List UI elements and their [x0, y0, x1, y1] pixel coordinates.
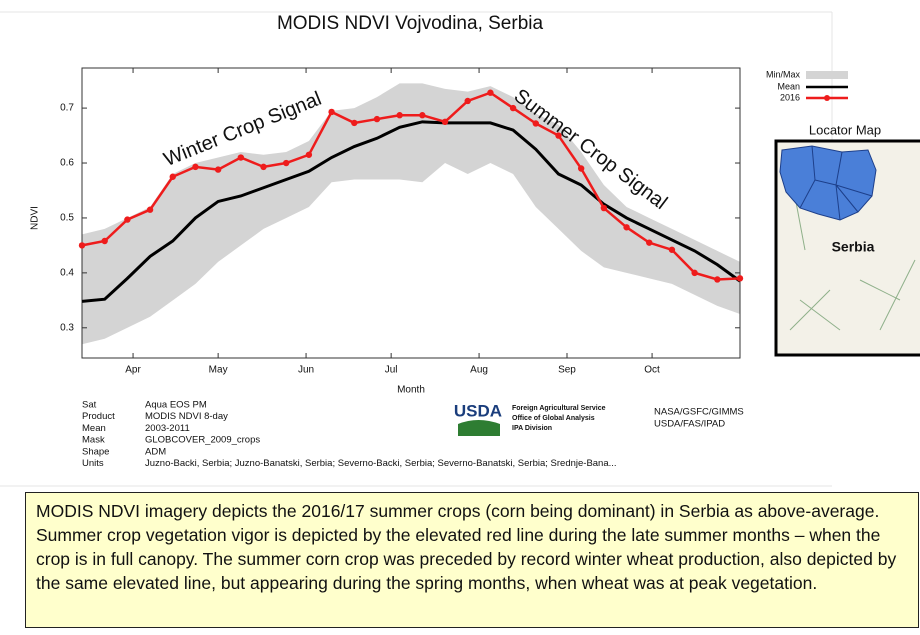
series-marker	[577, 165, 585, 172]
locator-title: Locator Map	[809, 122, 881, 137]
credit: USDA/FAS/IPAD	[654, 419, 725, 430]
series-marker	[736, 275, 744, 282]
series-marker	[555, 132, 562, 139]
y-tick-label: 0.6	[60, 158, 74, 169]
series-marker	[487, 89, 494, 96]
series-marker	[441, 118, 449, 126]
series-marker	[124, 216, 131, 223]
credit: NASA/GSFC/GIMMS	[654, 407, 744, 418]
plot-frame	[81, 67, 741, 359]
series-marker	[464, 97, 471, 105]
chart-title: MODIS NDVI Vojvodina, Serbia	[277, 13, 544, 34]
series-marker	[146, 206, 154, 213]
legend-label: Mean	[777, 81, 800, 91]
y-tick-label: 0.7	[60, 103, 74, 114]
meta-value: MODIS NDVI 8-day	[145, 411, 228, 422]
series-marker	[509, 104, 517, 112]
series-marker	[646, 239, 653, 246]
series-marker	[214, 166, 222, 173]
series-marker	[600, 204, 608, 212]
meta-key: Shape	[82, 446, 109, 457]
y-axis-label: NDVI	[30, 206, 41, 230]
map-terrain	[789, 169, 916, 331]
x-tick-label: Sep	[558, 365, 576, 376]
x-tick-label: May	[209, 365, 228, 376]
min-max-band	[82, 83, 740, 345]
x-tick-label: Jul	[385, 365, 398, 376]
logo-text: Foreign Agricultural Service	[512, 405, 606, 412]
series-marker	[373, 115, 381, 123]
meta-value: ADM	[145, 446, 166, 457]
x-tick-label: Aug	[470, 365, 488, 376]
series-marker	[237, 154, 245, 161]
logo: USDA Foreign Agricultural Service Office…	[454, 401, 606, 436]
series-marker	[328, 108, 335, 116]
series-marker	[396, 112, 403, 119]
chart: MODIS NDVI Vojvodina, Serbia NDVI Month …	[0, 11, 920, 487]
series-line	[81, 120, 741, 303]
meta-value: Juzno-Backi, Serbia; Juzno-Banatski, Ser…	[145, 458, 617, 469]
logo-mark: USDA	[454, 401, 502, 420]
meta-value: GLOBCOVER_2009_crops	[145, 435, 260, 446]
series-marker	[691, 269, 698, 277]
logo-text: Office of Global Analysis	[512, 415, 595, 422]
y-tick-label: 0.4	[60, 268, 74, 279]
meta-value: Aqua EOS PM	[145, 400, 207, 411]
series-marker	[351, 119, 358, 127]
x-tick-label: Oct	[644, 365, 660, 376]
series-marker	[101, 237, 108, 245]
meta-key: Units	[82, 458, 104, 469]
logo-field	[458, 420, 500, 436]
legend-swatch	[806, 71, 848, 79]
y-tick-label: 0.5	[60, 213, 74, 224]
logo-text: IPA Division	[512, 425, 552, 432]
series-marker	[419, 112, 426, 119]
series-marker	[78, 242, 86, 249]
y-tick-label: 0.3	[60, 322, 74, 333]
meta-key: Mask	[82, 435, 105, 446]
legend-marker	[824, 95, 830, 101]
series-line	[81, 91, 741, 281]
meta-key: Sat	[82, 400, 97, 411]
series-marker	[192, 163, 199, 171]
series-marker	[169, 173, 176, 180]
series-marker	[260, 163, 267, 171]
legend-label: 2016	[780, 92, 800, 102]
caption: MODIS NDVI imagery depicts the 2016/17 s…	[25, 492, 919, 628]
meta-key: Product	[82, 411, 115, 422]
series-marker	[532, 120, 539, 127]
series-marker	[283, 159, 290, 167]
meta-value: 2003-2011	[145, 423, 190, 434]
series-marker	[305, 151, 313, 158]
meta-key: Mean	[82, 423, 106, 434]
x-tick-label: Jun	[298, 365, 314, 376]
district-borders	[799, 145, 873, 221]
locator-map: Locator Map Serbia	[774, 122, 920, 357]
series-marker	[714, 276, 721, 283]
legend-label: Min/Max	[766, 69, 801, 79]
series-marker	[623, 224, 630, 231]
x-axis-label: Month	[397, 385, 425, 396]
series-marker	[668, 246, 676, 253]
map-label: Serbia	[832, 239, 875, 255]
x-tick-label: Apr	[125, 365, 141, 376]
